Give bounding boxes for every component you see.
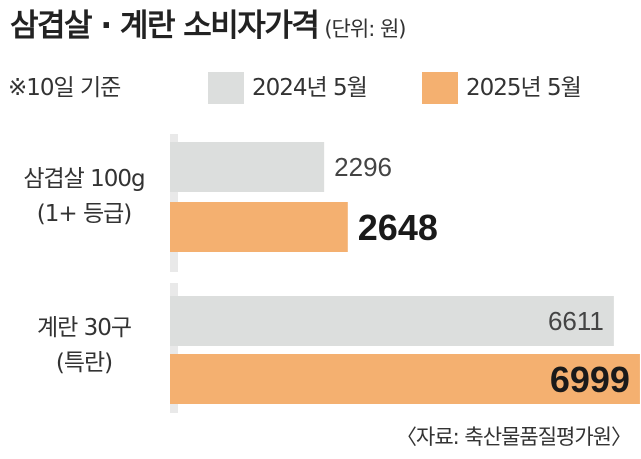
legend-swatch-2025 [422, 72, 458, 104]
category-sublabel: (1+ 등급) [37, 201, 131, 227]
category-label: 계란 30구 [37, 315, 131, 341]
bar-2025 [170, 354, 640, 404]
bar-2025 [170, 202, 348, 252]
chart-title: 삼겹살 · 계란 소비자가격 [10, 8, 320, 44]
data-label: 6611 [548, 306, 604, 336]
basis-note: ※10일 기준 [8, 75, 121, 101]
legend-row: ※10일 기준 2024년 5월 2025년 5월 [8, 70, 638, 106]
legend-label-2024: 2024년 5월 [252, 75, 368, 101]
bar-2024 [170, 296, 614, 346]
category-band [170, 283, 178, 413]
data-label: 2296 [334, 152, 392, 182]
category-sublabel: (특란) [56, 350, 112, 376]
data-label: 2648 [358, 207, 438, 248]
unit-label: (단위: 원) [324, 17, 406, 41]
category-label: 삼겹살 100g [23, 166, 144, 192]
bar-2024 [170, 142, 325, 192]
data-label: 6999 [550, 359, 630, 400]
legend-swatch-2024 [208, 72, 244, 104]
source-note: 〈자료: 축산물품질평가원〉 [396, 425, 632, 449]
title-row: 삼겹살 · 계란 소비자가격 (단위: 원) [10, 4, 635, 48]
legend-label-2025: 2025년 5월 [466, 75, 582, 101]
